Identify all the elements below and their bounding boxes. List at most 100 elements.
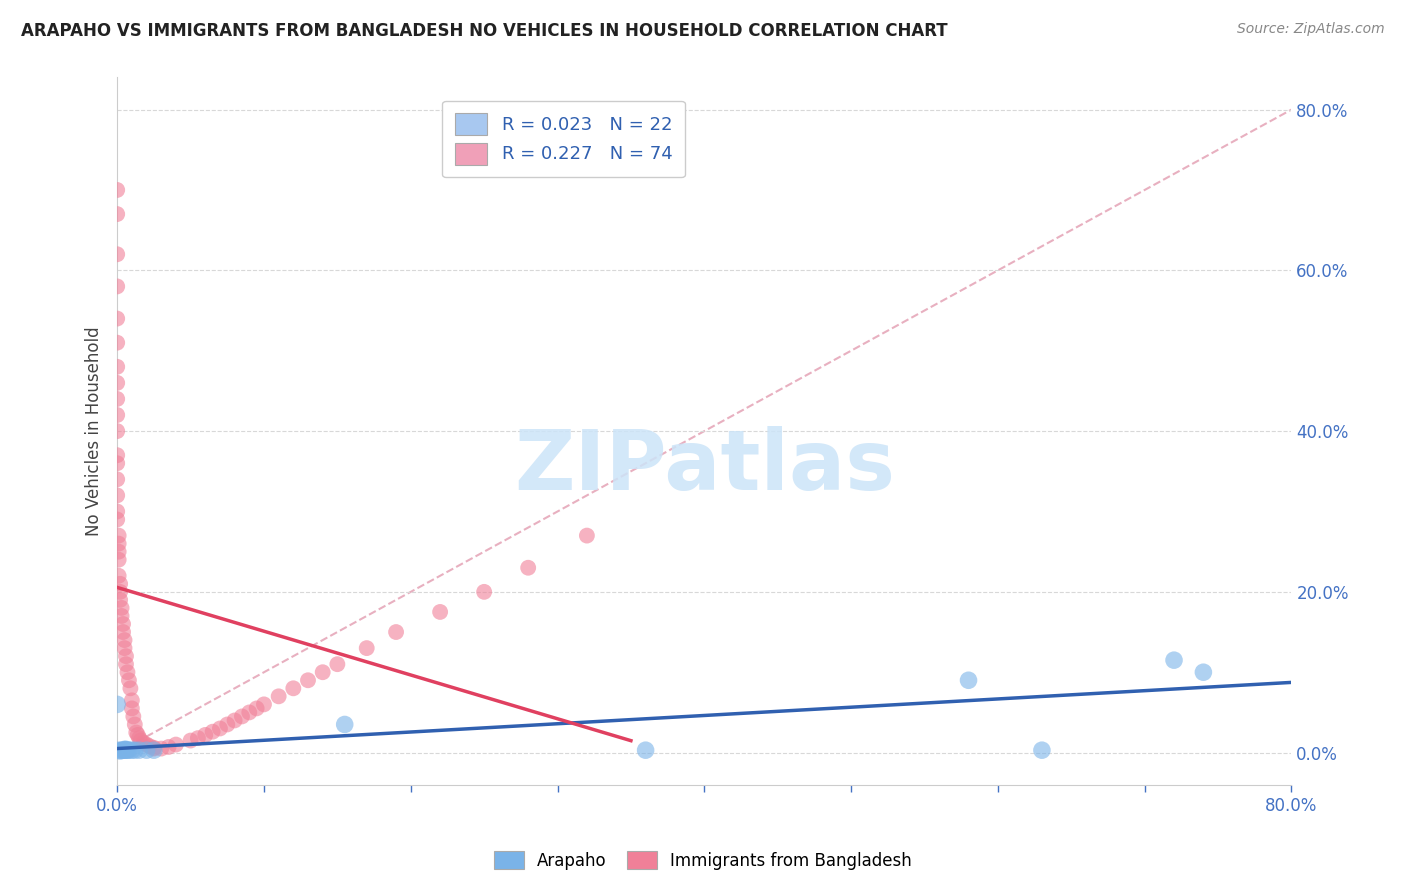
Point — [356, 641, 378, 656]
Point — [201, 724, 224, 739]
Point — [105, 448, 128, 462]
Point — [142, 740, 165, 755]
Point — [1192, 665, 1215, 680]
Point — [115, 649, 138, 664]
Point — [110, 601, 132, 615]
Point — [107, 544, 129, 558]
Point — [118, 743, 141, 757]
Point — [297, 673, 319, 688]
Point — [138, 739, 160, 754]
Point — [105, 456, 128, 470]
Point — [105, 392, 128, 406]
Point — [132, 736, 155, 750]
Point — [575, 528, 598, 542]
Point — [105, 359, 128, 374]
Text: Source: ZipAtlas.com: Source: ZipAtlas.com — [1237, 22, 1385, 37]
Point — [1031, 743, 1053, 757]
Point — [150, 741, 173, 756]
Point — [115, 742, 138, 756]
Point — [114, 641, 136, 656]
Point — [105, 207, 128, 221]
Point — [108, 576, 131, 591]
Point — [114, 742, 136, 756]
Point — [135, 743, 157, 757]
Point — [105, 335, 128, 350]
Point — [107, 743, 129, 757]
Point — [142, 741, 165, 756]
Point — [105, 504, 128, 518]
Point — [333, 717, 356, 731]
Point — [121, 701, 143, 715]
Point — [267, 690, 290, 704]
Text: ARAPAHO VS IMMIGRANTS FROM BANGLADESH NO VEHICLES IN HOUSEHOLD CORRELATION CHART: ARAPAHO VS IMMIGRANTS FROM BANGLADESH NO… — [21, 22, 948, 40]
Point — [125, 725, 148, 739]
Point — [120, 681, 142, 696]
Legend: Arapaho, Immigrants from Bangladesh: Arapaho, Immigrants from Bangladesh — [488, 845, 918, 877]
Point — [124, 743, 146, 757]
Point — [117, 665, 139, 680]
Point — [107, 568, 129, 582]
Point — [110, 609, 132, 624]
Y-axis label: No Vehicles in Household: No Vehicles in Household — [86, 326, 103, 536]
Point — [112, 743, 135, 757]
Point — [129, 733, 152, 747]
Point — [105, 698, 128, 712]
Point — [105, 488, 128, 502]
Point — [128, 743, 150, 757]
Point — [105, 311, 128, 326]
Point — [105, 279, 128, 293]
Point — [127, 728, 149, 742]
Point — [187, 731, 209, 746]
Point — [110, 743, 132, 757]
Point — [429, 605, 451, 619]
Point — [326, 657, 349, 672]
Point — [472, 585, 495, 599]
Point — [105, 183, 128, 197]
Point — [112, 617, 135, 632]
Point — [517, 560, 540, 574]
Point — [118, 673, 141, 688]
Point — [957, 673, 980, 688]
Point — [105, 247, 128, 261]
Point — [238, 706, 260, 720]
Point — [105, 472, 128, 486]
Text: ZIPatlas: ZIPatlas — [513, 426, 894, 507]
Point — [105, 376, 128, 390]
Point — [217, 717, 239, 731]
Point — [1163, 653, 1185, 667]
Point — [122, 709, 145, 723]
Point — [634, 743, 657, 757]
Point — [115, 743, 138, 757]
Point — [107, 536, 129, 550]
Point — [224, 714, 246, 728]
Point — [283, 681, 305, 696]
Point — [112, 625, 135, 640]
Point — [121, 693, 143, 707]
Point — [108, 744, 131, 758]
Point — [108, 585, 131, 599]
Point — [135, 738, 157, 752]
Point — [105, 408, 128, 422]
Point — [114, 743, 136, 757]
Point — [107, 552, 129, 566]
Point — [107, 528, 129, 542]
Point — [105, 424, 128, 438]
Point — [253, 698, 276, 712]
Point — [194, 728, 217, 742]
Point — [385, 625, 408, 640]
Point — [105, 512, 128, 526]
Point — [124, 717, 146, 731]
Point — [157, 739, 180, 754]
Point — [121, 743, 143, 757]
Point — [312, 665, 335, 680]
Point — [165, 738, 187, 752]
Point — [142, 743, 165, 757]
Point — [114, 633, 136, 648]
Point — [180, 733, 202, 747]
Point — [208, 722, 231, 736]
Point — [246, 701, 269, 715]
Point — [108, 593, 131, 607]
Point — [128, 731, 150, 746]
Point — [115, 657, 138, 672]
Point — [231, 709, 253, 723]
